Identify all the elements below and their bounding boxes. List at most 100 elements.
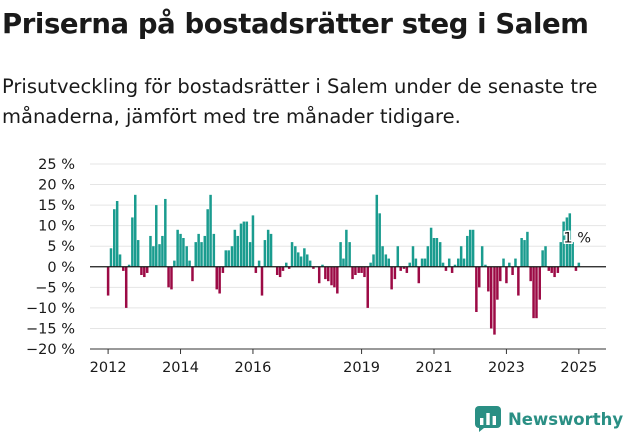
bar — [466, 235, 469, 267]
bar — [260, 266, 264, 296]
bar — [556, 266, 560, 273]
bar — [493, 266, 496, 335]
chart-title: Priserna på bostadsrätter steg i Salem — [2, 8, 589, 40]
bar — [426, 246, 430, 267]
bar — [468, 229, 472, 267]
bar — [327, 266, 330, 282]
bar — [176, 229, 179, 267]
bar — [432, 238, 436, 267]
bar — [113, 209, 116, 267]
bar — [523, 240, 526, 267]
bar — [161, 235, 164, 267]
bar — [489, 266, 493, 329]
bar — [200, 242, 203, 267]
bar — [414, 258, 418, 267]
bar — [215, 266, 218, 290]
bar — [287, 266, 291, 269]
bar — [182, 238, 185, 267]
bar — [269, 233, 273, 267]
bar — [285, 262, 288, 267]
bar — [342, 258, 345, 267]
x-tick-label: 2021 — [416, 360, 453, 376]
bar — [312, 266, 315, 269]
bar — [478, 266, 481, 288]
bar — [517, 266, 520, 296]
bar — [471, 229, 475, 267]
bar — [149, 235, 152, 267]
bar — [499, 266, 502, 282]
bar — [124, 266, 128, 308]
bar — [167, 266, 170, 288]
bar — [303, 248, 306, 267]
bar — [571, 242, 574, 267]
bar — [547, 266, 551, 271]
bar — [487, 266, 490, 292]
bar — [206, 209, 209, 267]
bar — [179, 233, 182, 267]
bar — [502, 258, 505, 267]
bar — [212, 233, 216, 267]
bar — [459, 246, 463, 267]
bar — [538, 266, 541, 300]
x-tick-label: 2012 — [90, 360, 127, 376]
bar — [366, 266, 369, 308]
brand-name: Newsworthy — [508, 409, 624, 429]
bar — [574, 266, 578, 271]
bar — [559, 242, 562, 267]
bar — [354, 266, 357, 275]
bar — [399, 266, 402, 271]
bar — [535, 266, 538, 319]
bar — [194, 242, 197, 267]
bar — [236, 235, 239, 267]
bar — [508, 262, 511, 267]
y-axis-ticks: 25 % 20 % 15 % 10 % 5 % 0 % −5 % −10 % −15 % −20 … — [26, 157, 75, 358]
bar — [484, 264, 487, 267]
bar — [324, 266, 327, 280]
bar — [188, 260, 191, 267]
bar — [363, 266, 366, 278]
bar — [173, 260, 176, 267]
bar — [115, 201, 119, 267]
bar — [568, 213, 572, 267]
bar — [375, 194, 379, 267]
y-tick-label: −5 % — [35, 280, 75, 296]
bar — [532, 266, 535, 319]
bar — [227, 250, 230, 267]
bar — [438, 242, 442, 267]
chart-subtitle: Prisutveckling för bostadsrätter i Salem… — [2, 75, 598, 128]
bar — [408, 262, 411, 267]
newsworthy-logo-icon — [475, 406, 501, 432]
bar — [396, 246, 400, 267]
bar — [462, 258, 466, 267]
bar — [387, 258, 390, 267]
x-tick-label: 2016 — [234, 360, 271, 376]
bar — [351, 266, 354, 280]
bar — [526, 231, 529, 267]
bar — [544, 246, 547, 267]
bar — [562, 221, 565, 267]
bar — [242, 221, 246, 267]
bar — [251, 215, 255, 267]
brand-logo[interactable]: Newsworthy — [475, 406, 623, 432]
bar — [281, 266, 285, 271]
bar — [360, 266, 363, 273]
bar — [257, 260, 261, 267]
y-tick-label: −15 % — [26, 321, 75, 337]
bar — [423, 258, 427, 267]
bar — [333, 266, 336, 288]
bar — [164, 198, 167, 267]
bar — [447, 258, 451, 267]
bar — [357, 266, 360, 273]
bar — [496, 266, 499, 300]
bar — [390, 266, 393, 290]
bar — [245, 221, 249, 267]
bar — [122, 266, 125, 271]
y-tick-label: 10 % — [38, 219, 75, 235]
bar — [475, 266, 478, 312]
bar — [152, 246, 155, 267]
x-tick-label: 2025 — [560, 360, 597, 376]
bar — [218, 266, 221, 294]
bar — [209, 194, 212, 267]
bar — [372, 254, 375, 267]
y-tick-label: −20 % — [26, 342, 75, 358]
